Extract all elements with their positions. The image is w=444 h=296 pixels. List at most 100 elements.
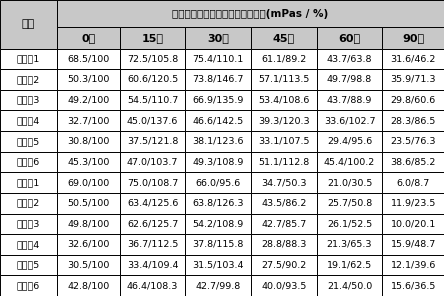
Text: 30.8/100: 30.8/100 xyxy=(67,137,110,146)
Text: 15.9/48.7: 15.9/48.7 xyxy=(391,240,436,249)
Bar xyxy=(382,27,444,49)
Text: 不同老化时间的粘度及粘度保留率(mPas / %): 不同老化时间的粘度及粘度保留率(mPas / %) xyxy=(172,9,329,19)
Bar xyxy=(251,213,317,234)
Bar xyxy=(251,27,317,49)
Bar xyxy=(317,193,382,213)
Text: 实施例5: 实施例5 xyxy=(17,137,40,146)
Text: 42.8/100: 42.8/100 xyxy=(67,281,109,290)
Bar xyxy=(120,27,186,49)
Bar xyxy=(57,193,120,213)
Bar xyxy=(317,49,382,69)
Text: 47.0/103.7: 47.0/103.7 xyxy=(127,157,178,166)
Bar xyxy=(317,275,382,296)
Text: 75.4/110.1: 75.4/110.1 xyxy=(193,54,244,63)
Text: 50.5/100: 50.5/100 xyxy=(67,199,109,208)
Text: 38.6/85.2: 38.6/85.2 xyxy=(390,157,436,166)
Bar xyxy=(186,49,251,69)
Bar xyxy=(120,193,186,213)
Bar xyxy=(57,0,444,27)
Text: 42.7/85.7: 42.7/85.7 xyxy=(261,219,306,228)
Text: 37.8/115.8: 37.8/115.8 xyxy=(193,240,244,249)
Text: 32.6/100: 32.6/100 xyxy=(67,240,110,249)
Text: 54.5/110.7: 54.5/110.7 xyxy=(127,96,178,104)
Bar xyxy=(382,131,444,152)
Text: 45.0/137.6: 45.0/137.6 xyxy=(127,116,178,125)
Bar xyxy=(120,69,186,90)
Text: 33.6/102.7: 33.6/102.7 xyxy=(324,116,375,125)
Bar xyxy=(317,131,382,152)
Bar xyxy=(120,275,186,296)
Text: 45天: 45天 xyxy=(273,33,295,43)
Bar xyxy=(251,275,317,296)
Bar xyxy=(186,69,251,90)
Bar xyxy=(251,90,317,110)
Text: 25.7/50.8: 25.7/50.8 xyxy=(327,199,372,208)
Text: 50.3/100: 50.3/100 xyxy=(67,75,110,84)
Text: 21.0/30.5: 21.0/30.5 xyxy=(327,178,372,187)
Bar xyxy=(57,255,120,275)
Text: 21.4/50.0: 21.4/50.0 xyxy=(327,281,372,290)
Text: 比较例5: 比较例5 xyxy=(17,260,40,270)
Text: 43.7/88.9: 43.7/88.9 xyxy=(327,96,372,104)
Bar xyxy=(382,90,444,110)
Text: 72.5/105.8: 72.5/105.8 xyxy=(127,54,178,63)
Text: 21.3/65.3: 21.3/65.3 xyxy=(327,240,372,249)
Bar xyxy=(382,275,444,296)
Bar xyxy=(317,234,382,255)
Bar xyxy=(382,69,444,90)
Bar xyxy=(317,172,382,193)
Bar xyxy=(0,275,57,296)
Bar xyxy=(57,152,120,172)
Bar xyxy=(382,49,444,69)
Bar xyxy=(0,255,57,275)
Bar xyxy=(0,193,57,213)
Text: 63.8/126.3: 63.8/126.3 xyxy=(193,199,244,208)
Bar xyxy=(251,234,317,255)
Bar xyxy=(317,152,382,172)
Text: 46.4/108.3: 46.4/108.3 xyxy=(127,281,178,290)
Text: 49.2/100: 49.2/100 xyxy=(67,96,109,104)
Bar xyxy=(186,193,251,213)
Bar xyxy=(0,110,57,131)
Bar xyxy=(0,213,57,234)
Bar xyxy=(251,193,317,213)
Text: 10.0/20.1: 10.0/20.1 xyxy=(391,219,436,228)
Text: 比较例6: 比较例6 xyxy=(17,281,40,290)
Text: 比较例3: 比较例3 xyxy=(17,219,40,228)
Bar xyxy=(251,69,317,90)
Text: 序号: 序号 xyxy=(22,19,35,29)
Text: 49.8/100: 49.8/100 xyxy=(67,219,109,228)
Text: 33.4/109.4: 33.4/109.4 xyxy=(127,260,178,270)
Bar xyxy=(120,213,186,234)
Text: 29.8/60.6: 29.8/60.6 xyxy=(391,96,436,104)
Bar xyxy=(57,69,120,90)
Bar xyxy=(251,131,317,152)
Text: 90天: 90天 xyxy=(402,33,424,43)
Text: 68.5/100: 68.5/100 xyxy=(67,54,109,63)
Text: 15天: 15天 xyxy=(142,33,164,43)
Text: 75.0/108.7: 75.0/108.7 xyxy=(127,178,178,187)
Text: 66.0/95.6: 66.0/95.6 xyxy=(196,178,241,187)
Text: 63.4/125.6: 63.4/125.6 xyxy=(127,199,178,208)
Bar xyxy=(120,110,186,131)
Text: 28.8/88.3: 28.8/88.3 xyxy=(261,240,307,249)
Text: 实施例4: 实施例4 xyxy=(17,116,40,125)
Text: 15.6/36.5: 15.6/36.5 xyxy=(390,281,436,290)
Bar xyxy=(186,110,251,131)
Bar xyxy=(382,193,444,213)
Text: 11.9/23.5: 11.9/23.5 xyxy=(390,199,436,208)
Bar xyxy=(382,213,444,234)
Bar xyxy=(317,90,382,110)
Text: 45.3/100: 45.3/100 xyxy=(67,157,110,166)
Text: 34.7/50.3: 34.7/50.3 xyxy=(261,178,307,187)
Bar xyxy=(186,27,251,49)
Bar xyxy=(317,27,382,49)
Text: 30.5/100: 30.5/100 xyxy=(67,260,110,270)
Text: 实施例1: 实施例1 xyxy=(17,54,40,63)
Text: 60天: 60天 xyxy=(338,33,361,43)
Bar xyxy=(0,234,57,255)
Text: 57.1/113.5: 57.1/113.5 xyxy=(258,75,309,84)
Text: 26.1/52.5: 26.1/52.5 xyxy=(327,219,372,228)
Text: 27.5/90.2: 27.5/90.2 xyxy=(261,260,306,270)
Text: 35.9/71.3: 35.9/71.3 xyxy=(390,75,436,84)
